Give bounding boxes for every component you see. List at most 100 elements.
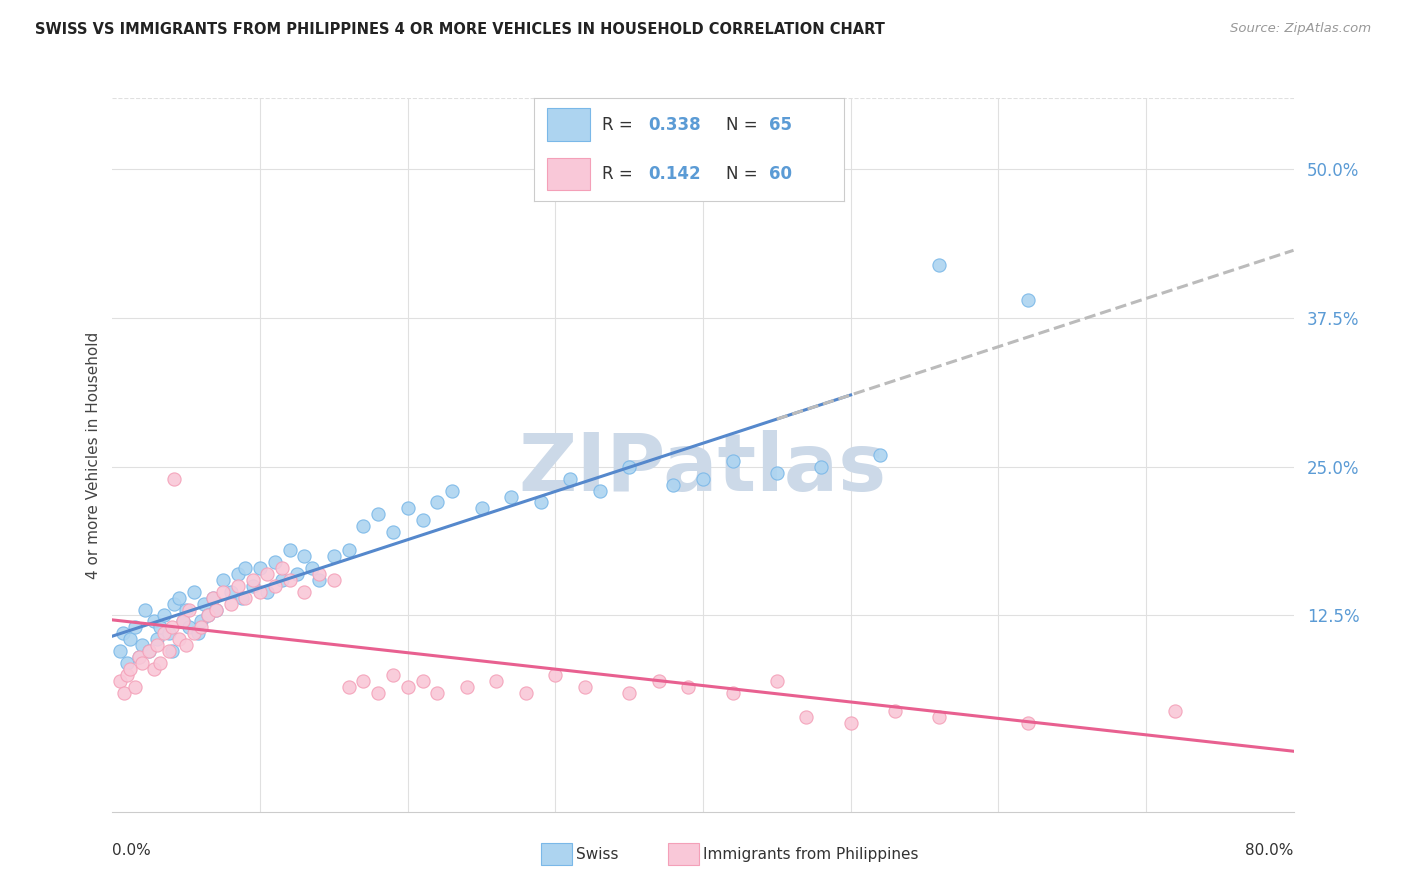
Point — [869, 448, 891, 462]
Point — [117, 656, 138, 670]
Point — [197, 608, 219, 623]
Point — [396, 680, 419, 694]
Point — [174, 602, 197, 616]
Point — [163, 597, 186, 611]
Point — [205, 602, 228, 616]
Bar — [547, 108, 591, 141]
Point — [692, 472, 714, 486]
Text: R =: R = — [602, 116, 638, 134]
Point — [382, 668, 405, 682]
Point — [766, 466, 789, 480]
Point — [120, 632, 142, 647]
Point — [108, 673, 131, 688]
Point — [678, 680, 700, 694]
Point — [131, 656, 153, 670]
Text: 0.0%: 0.0% — [112, 843, 152, 858]
Point — [558, 472, 582, 486]
Point — [146, 632, 169, 647]
Point — [619, 459, 641, 474]
Point — [574, 680, 596, 694]
Point — [128, 650, 150, 665]
Point — [839, 715, 862, 730]
Point — [588, 483, 610, 498]
Point — [337, 680, 360, 694]
Point — [111, 626, 134, 640]
Point — [441, 483, 464, 498]
Point — [301, 561, 323, 575]
Point — [501, 490, 523, 504]
Point — [201, 591, 224, 605]
Point — [128, 650, 150, 665]
Point — [231, 591, 253, 605]
Point — [766, 673, 789, 688]
Point — [470, 501, 494, 516]
Point — [1017, 293, 1039, 308]
Point — [647, 673, 671, 688]
Point — [619, 686, 641, 700]
Point — [142, 615, 165, 629]
Point — [337, 543, 360, 558]
Point — [142, 662, 165, 676]
Point — [249, 561, 271, 575]
Point — [108, 644, 131, 658]
Point — [157, 644, 180, 658]
Point — [242, 579, 264, 593]
Point — [205, 602, 228, 616]
Point — [928, 709, 950, 723]
Point — [219, 584, 242, 599]
Point — [120, 662, 142, 676]
Point — [352, 519, 374, 533]
Text: N =: N = — [725, 165, 763, 183]
Text: Immigrants from Philippines: Immigrants from Philippines — [703, 847, 918, 862]
Point — [662, 477, 685, 491]
Point — [292, 549, 315, 563]
Point — [179, 602, 201, 616]
Point — [544, 668, 567, 682]
Point — [256, 566, 278, 581]
Point — [134, 602, 156, 616]
Text: ZIPatlas: ZIPatlas — [519, 430, 887, 508]
Text: Swiss: Swiss — [576, 847, 619, 862]
Point — [271, 561, 294, 575]
Point — [226, 566, 249, 581]
Point — [112, 686, 135, 700]
Point — [226, 579, 249, 593]
Point — [242, 573, 264, 587]
Point — [197, 608, 219, 623]
Point — [167, 632, 190, 647]
Text: Source: ZipAtlas.com: Source: ZipAtlas.com — [1230, 22, 1371, 36]
Text: 0.338: 0.338 — [648, 116, 702, 134]
Point — [190, 615, 212, 629]
Point — [157, 626, 180, 640]
Point — [278, 543, 301, 558]
Point — [179, 620, 201, 634]
Point — [117, 668, 138, 682]
Point — [382, 525, 405, 540]
Text: 60: 60 — [769, 165, 793, 183]
Point — [124, 680, 146, 694]
Point — [131, 638, 153, 652]
Point — [212, 573, 235, 587]
Point — [264, 555, 287, 569]
Point — [163, 472, 186, 486]
Point — [1017, 715, 1039, 730]
Point — [411, 673, 433, 688]
Point — [884, 704, 907, 718]
Point — [271, 573, 294, 587]
Text: 0.142: 0.142 — [648, 165, 702, 183]
Point — [796, 709, 818, 723]
Point — [219, 597, 242, 611]
Text: R =: R = — [602, 165, 638, 183]
Text: 80.0%: 80.0% — [1246, 843, 1294, 858]
Point — [352, 673, 374, 688]
Point — [1164, 704, 1187, 718]
Point — [160, 644, 183, 658]
Point — [928, 258, 950, 272]
Point — [308, 573, 330, 587]
Point — [172, 615, 194, 629]
Point — [264, 579, 287, 593]
Point — [149, 620, 172, 634]
Point — [367, 686, 389, 700]
Point — [172, 615, 194, 629]
Point — [721, 454, 744, 468]
